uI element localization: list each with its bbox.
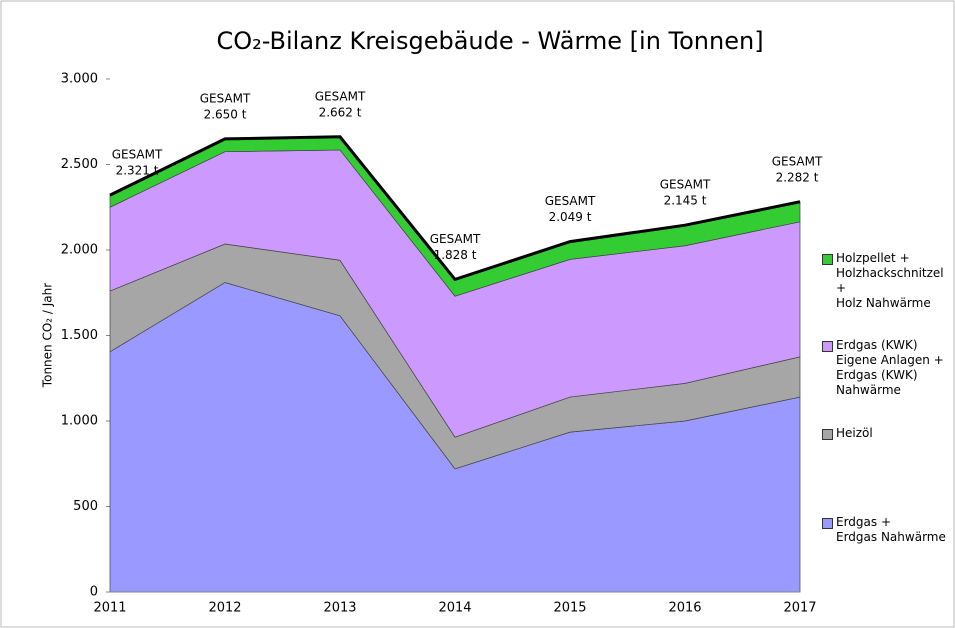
total-line: [109, 135, 801, 282]
x-tick-label: 2014: [438, 601, 471, 616]
y-tick-label: 1.000: [61, 414, 98, 429]
x-tick-label: 2012: [208, 601, 241, 616]
total-caption: GESAMT: [660, 178, 711, 192]
legend-swatch: [822, 254, 833, 265]
x-tick-label: 2016: [668, 601, 701, 616]
y-tick-label: 1.500: [61, 328, 98, 343]
total-label: 2.650 t: [204, 107, 247, 121]
total-label: 2.145 t: [664, 194, 707, 208]
legend-label: Erdgas (KWK) Eigene Anlagen + Erdgas (KW…: [836, 338, 944, 397]
y-tick-label: 2.000: [61, 243, 98, 258]
x-tick-label: 2017: [783, 601, 816, 616]
x-tick-label: 2013: [323, 601, 356, 616]
total-label: 2.662 t: [319, 105, 362, 119]
y-axis-label: Tonnen CO₂ / Jahr: [41, 283, 55, 388]
x-tick-label: 2015: [553, 601, 586, 616]
chart-title: CO₂-Bilanz Kreisgebäude - Wärme [in Tonn…: [216, 27, 763, 55]
legend-swatch: [822, 341, 833, 352]
y-tick-label: 0: [90, 585, 98, 600]
total-label: 1.828 t: [434, 248, 477, 262]
legend-swatch: [822, 518, 833, 529]
total-label: 2.321 t: [116, 164, 159, 178]
total-caption: GESAMT: [315, 89, 366, 103]
legend-label: Erdgas + Erdgas Nahwärme: [836, 515, 946, 544]
total-label: 2.049 t: [549, 210, 592, 224]
x-tick-label: 2011: [93, 601, 126, 616]
total-caption: GESAMT: [545, 194, 596, 208]
total-caption: GESAMT: [772, 154, 823, 168]
total-caption: GESAMT: [430, 232, 481, 246]
y-tick-label: 500: [73, 499, 98, 514]
y-tick-label: 2.500: [61, 157, 98, 172]
y-tick-label: 3.000: [61, 72, 98, 87]
legend-label: Heizöl: [836, 426, 873, 440]
legend-label: Holzpellet + Holzhackschnitzel + Holz Na…: [836, 251, 944, 310]
total-caption: GESAMT: [112, 148, 163, 162]
total-caption: GESAMT: [200, 91, 251, 105]
legend-swatch: [822, 429, 833, 440]
total-label: 2.282 t: [776, 170, 819, 184]
